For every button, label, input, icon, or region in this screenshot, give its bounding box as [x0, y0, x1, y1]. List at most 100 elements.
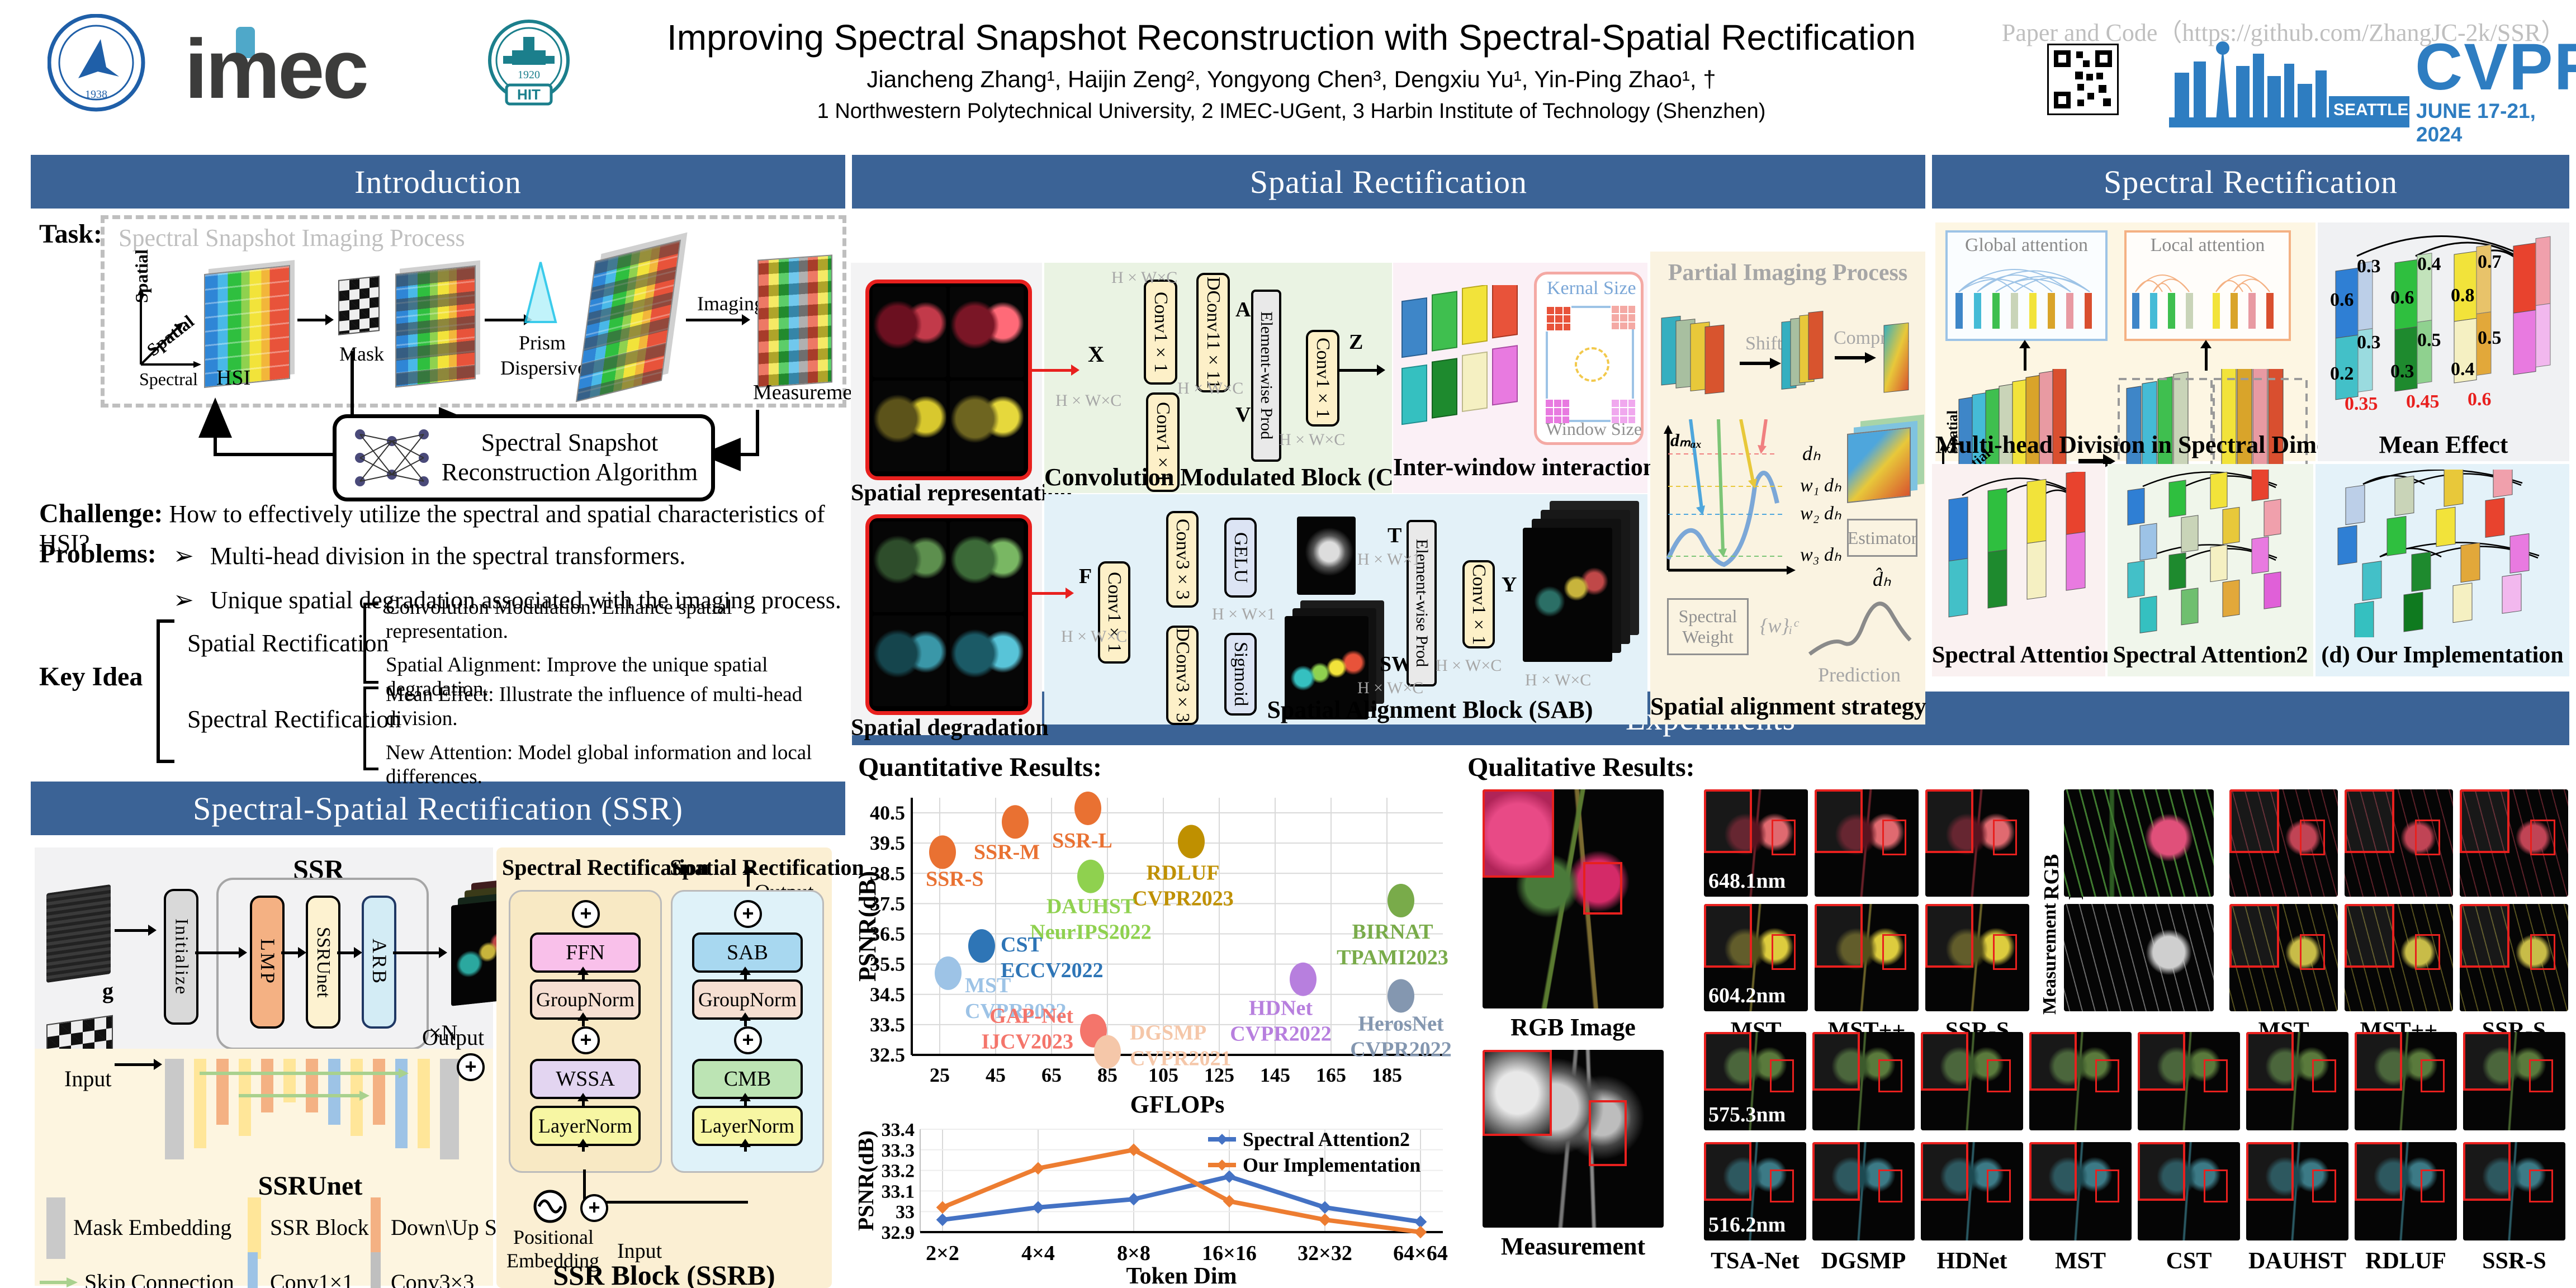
ssrb-layernorm2-box: LayerNorm	[692, 1106, 803, 1146]
ssrb-sp2-a1	[740, 967, 751, 979]
measurement-vertical-label: Measurement	[2039, 903, 2060, 1015]
svg-text:DAUHST: DAUHST	[1046, 895, 1135, 918]
xn-label: ×N	[429, 1020, 458, 1045]
arb-out-arrow	[393, 947, 447, 958]
pine-measurement-image	[2064, 904, 2214, 1011]
g-image	[46, 884, 111, 983]
qual-image	[2463, 1142, 2565, 1240]
imec-logo: imec	[184, 22, 498, 112]
keyidea-spatial-rectification: Spatial Rectification	[187, 629, 389, 657]
method-caption: DGSMP	[1821, 1248, 1906, 1274]
wavelength-label: 575.3nm	[1708, 1103, 1786, 1126]
section-header-introduction: Introduction	[31, 155, 845, 209]
imaging-process-box: Spectral Snapshot Imaging Process Spatia…	[101, 215, 869, 408]
w2dh-label: w₂ dₕ	[1800, 503, 1841, 524]
qual-image	[2460, 904, 2568, 1011]
ssrb-sp2-a3	[740, 1093, 751, 1106]
prediction-curve	[1808, 602, 1912, 656]
introduction-body: Task: Spectral Snapshot Imaging Process …	[31, 209, 869, 788]
unet-caption: SSRUnet	[258, 1171, 363, 1201]
ssrb-sp1-a4	[577, 1139, 589, 1152]
ssrb-pos1-label: Positional	[513, 1226, 594, 1248]
qual-image	[1925, 904, 2029, 1011]
mask-label: Mask	[339, 343, 384, 365]
unet-to-arb-arrow	[337, 947, 362, 958]
cmb-dim1: H × W×C	[1055, 391, 1122, 410]
ssrb-layernorm2-label: LayerNorm	[700, 1115, 794, 1137]
sab-gelu-label: GELU	[1230, 532, 1251, 583]
svg-text:CST: CST	[1001, 933, 1042, 956]
cmb-ewp-box: Element-wise Prod	[1251, 290, 1281, 462]
svg-text:CVPR2022: CVPR2022	[1230, 1022, 1332, 1046]
sab-conv1b-label: Conv1×1	[1468, 564, 1489, 645]
svg-text:145: 145	[1260, 1064, 1290, 1086]
introduction-heading: Introduction	[354, 163, 522, 200]
sab-ewp-box: Element-wise Prod	[1407, 520, 1437, 686]
problems-label: Problems:	[39, 539, 157, 569]
spectral-weight-box: Spectral Weight	[1667, 598, 1749, 655]
cmb-conv1-bottom-box: Conv1×1	[1146, 392, 1180, 492]
shift-label: Shift	[1745, 333, 1783, 354]
svg-text:TPAMI2023: TPAMI2023	[1337, 946, 1448, 969]
cmb-conv1-out-label: Conv1×1	[1312, 338, 1333, 419]
qual-image	[2138, 1032, 2240, 1130]
spatial-representation-grid	[865, 280, 1032, 480]
local-attention-arcs-icon	[2132, 274, 2274, 329]
mean-effect-cubes	[2335, 235, 2551, 400]
legend-skip: Skip Connection	[84, 1270, 234, 1288]
attention2-caption: Spectral Attention2	[2113, 642, 2308, 668]
svg-text:33.5: 33.5	[870, 1014, 905, 1036]
ssrb-layernorm1-label: LayerNorm	[538, 1115, 632, 1137]
global-attention-arcs-icon	[1955, 269, 2092, 329]
qual-image	[2138, 1142, 2240, 1240]
prism-label: Prism	[518, 332, 566, 354]
ssr-heading: Spectral-Spatial Rectification (SSR)	[193, 790, 683, 827]
svg-text:65: 65	[1041, 1064, 1062, 1086]
ssrb-ffn-box: FFN	[530, 932, 641, 973]
svg-text:8×8: 8×8	[1117, 1242, 1150, 1265]
spectral-weight-label: Spectral Weight	[1678, 606, 1737, 647]
ssrb-input-label: Input	[617, 1239, 662, 1263]
ssrb-cross-connector	[583, 1169, 748, 1204]
legend-conv1-swatch	[248, 1252, 258, 1288]
svg-text:25: 25	[930, 1064, 950, 1086]
legend-downup-swatch	[371, 1197, 381, 1259]
ours-cubes	[2337, 470, 2540, 637]
sab-output-stack	[1523, 528, 1612, 662]
mean-red-0: 0.35	[2345, 394, 2378, 414]
spectral-brace	[363, 686, 378, 770]
svg-text:PSNR(dB): PSNR(dB)	[859, 871, 881, 982]
inter-window-panel: Kernal Size Window Size Inter-window int…	[1393, 263, 1656, 493]
keyidea-label: Key Idea	[39, 662, 143, 692]
qual-bottom-grid: 575.3nm 516.2nm TSA-Net DGSMP HDNet MST CST DAU…	[1704, 1032, 2569, 1284]
attention2-cubes	[2127, 470, 2281, 633]
paper-code-link[interactable]: Paper and Code（https://github.com/ZhangJ…	[2001, 19, 2566, 46]
keyidea-outer-brace	[157, 619, 174, 763]
legend-mask-embedding: Mask Embedding	[73, 1215, 232, 1240]
unet-bar	[216, 1059, 229, 1125]
mean-effect-caption: Mean Effect	[2379, 431, 2508, 458]
mean-low-2: 0.5	[2478, 328, 2502, 348]
svg-text:32.9: 32.9	[882, 1223, 915, 1243]
w3dh-label: w₃ dₕ	[1800, 544, 1841, 565]
qual-image	[2029, 1032, 2132, 1130]
cvpr-location-label: SEATTLE, WA	[2333, 101, 2409, 119]
svg-text:Spectral Attention2: Spectral Attention2	[1243, 1128, 1410, 1150]
svg-text:35.5: 35.5	[870, 953, 905, 976]
svg-text:38.5: 38.5	[870, 862, 905, 884]
unet-input-label: Input	[64, 1066, 112, 1091]
ssrb-cmb-label: CMB	[723, 1067, 771, 1091]
svg-text:125: 125	[1204, 1064, 1234, 1086]
svg-text:CVPR2021: CVPR2021	[1130, 1047, 1232, 1071]
sab-gelu-box: GELU	[1224, 518, 1257, 598]
qual-image	[1815, 789, 1919, 897]
hit-year-label: 1920	[518, 69, 540, 81]
svg-text:64×64: 64×64	[1393, 1242, 1448, 1265]
algorithm-line1: Spectral Snapshot	[481, 429, 659, 457]
kernel-size-box: Kernal Size Window Size	[1534, 272, 1644, 445]
ssrb-wssa-box: WSSA	[530, 1059, 641, 1099]
arb-box: ARB	[362, 896, 396, 1029]
svg-text:45: 45	[986, 1064, 1006, 1086]
mean-lower-0: 0.2	[2330, 363, 2354, 384]
qual-image	[2229, 789, 2338, 897]
